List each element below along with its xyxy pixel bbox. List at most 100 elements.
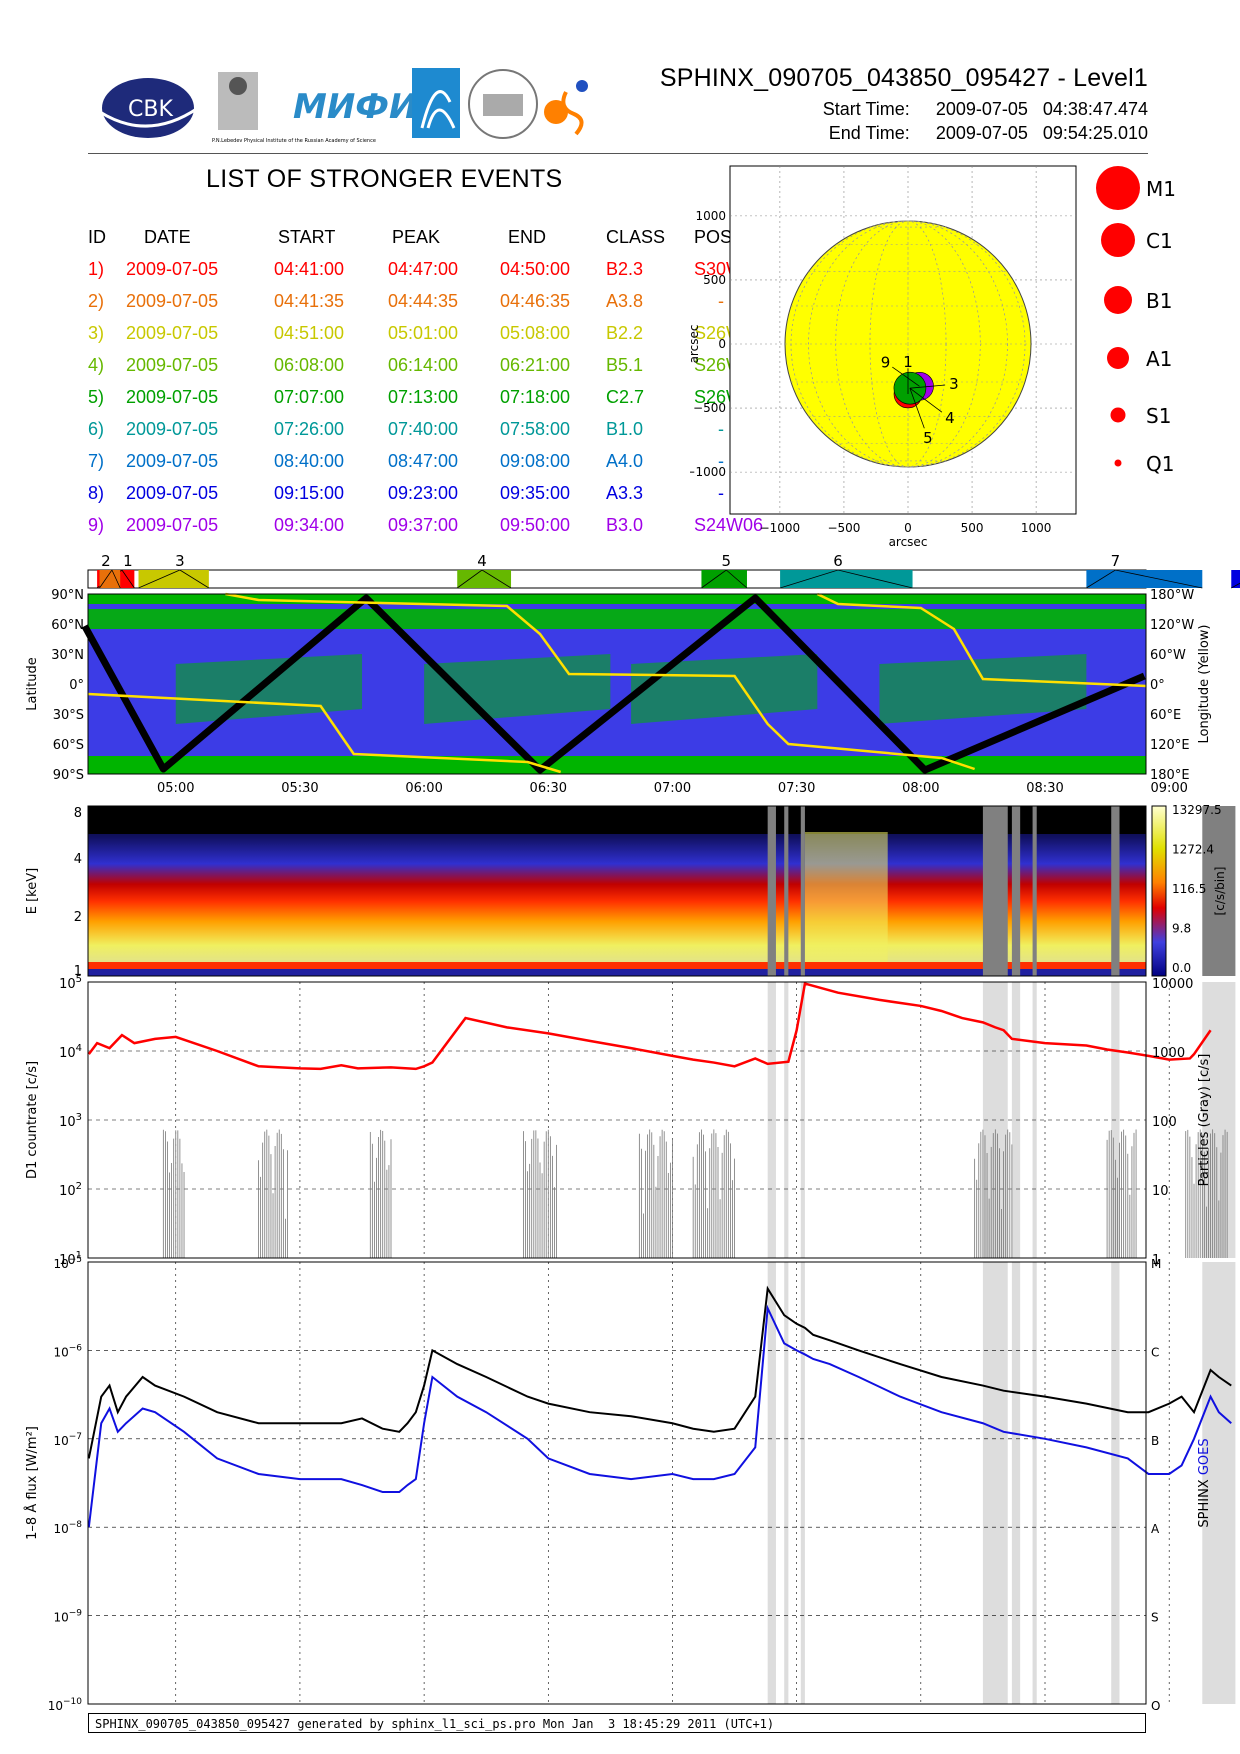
longitude-line [816,592,1147,688]
event-peak-cell: 07:13:00 [388,386,459,407]
spectrogram-colorbar [1151,805,1167,977]
event-end-cell: 09:08:00 [500,450,571,471]
event-class-cell: B5.1 [606,354,644,375]
flux-panel: 10−5 M 10−6 C 10−7 B 10−8 A 10−9 S 10−10 Q 1–8 Å flu… [24,1255,1236,1710]
sun-xlabel: arcsec [889,535,928,549]
lat-tick-right: 120°E [1150,738,1190,753]
event-peak-cell: 09:23:00 [388,482,459,503]
lat-time-label: 08:00 [902,781,939,796]
col-peak: PEAK [392,226,441,247]
class-legend-label: S1 [1146,404,1171,428]
event-row: 5) 2009-07-05 07:07:00 07:13:00 07:18:00 C2.7… [88,381,808,413]
colorbar-tick: 9.8 [1172,922,1191,936]
lat-ylabel: Latitude [25,657,40,711]
class-legend-marker [1104,286,1132,314]
event-id-cell: 2) [88,290,105,311]
spectrogram-low-channel [88,962,1146,969]
event-date-cell: 2009-07-05 [126,322,219,343]
logo-strip-graphic: CBK P.N.Lebedev Physical Institute of th… [99,68,588,144]
events-table: ID DATE START PEAK END CLASS POS 1) 2009-… [88,221,808,541]
event-class-cell: A3.8 [606,290,644,311]
event-bar-triangle [138,569,210,589]
start-time-value: 2009-07-05 04:38:47.474 [935,99,1148,119]
event-start-cell: 09:34:00 [274,514,345,535]
sphinx-flux-line [87,1285,1232,1459]
events-body: 1) 2009-07-05 04:41:00 04:47:00 04:50:00 B2.3… [88,253,808,541]
flux-class-tick: Q [1151,1699,1160,1710]
event-bar-segment [701,570,747,588]
class-legend-marker [1101,223,1135,257]
event-bar-triangle [456,569,512,589]
event-pos-cell: - [718,290,724,311]
col-date: DATE [144,226,191,247]
flux-gap-shade [1032,1262,1037,1704]
spectrogram-data-gap [1011,806,1021,976]
lat-time-label: 05:30 [281,781,318,796]
event-class-cell: B2.2 [606,322,644,343]
class-legend-marker [1107,347,1129,369]
cbk-logo-text: CBK [128,97,173,122]
goes-flux-line [87,1304,1232,1528]
event-bar-frame [87,569,1147,589]
lat-north-band [88,594,1146,604]
event-bar-triangle [1086,569,1203,589]
col-pos: POS [694,226,733,247]
event-peak-cell: 05:01:00 [388,322,459,343]
event-class-cell: A4.0 [606,450,644,471]
event-end-cell: 07:58:00 [500,418,571,439]
sun-xtick: 0 [904,521,912,535]
event-row: 8) 2009-07-05 09:15:00 09:23:00 09:35:00 A3.3… [88,477,808,509]
flux-gap-shade [1202,1262,1236,1704]
class-legend-label: M1 [1146,177,1176,201]
event-row: 1) 2009-07-05 04:41:00 04:47:00 04:50:00 B2.3… [88,253,808,285]
axis-tick-label: 103 [59,1112,82,1130]
lat-time-label: 07:00 [654,781,691,796]
d1-countrate-line [87,981,1212,1071]
axis-tick-label: 10−7 [53,1432,82,1448]
flux-gap-shade [982,1262,1008,1704]
event-id-cell: 8) [88,482,105,503]
axis-tick-label: 105 [59,974,82,992]
sun-marker-leader [909,388,925,429]
lat-tick-right: 180°W [1150,588,1194,603]
sun-xtick: −1000 [760,521,801,535]
event-bar-triangle [779,569,913,589]
event-pos-cell: S24W06 [694,514,764,535]
event-class-cell: C2.7 [606,386,645,407]
event-end-cell: 07:18:00 [500,386,571,407]
lat-green-patch [631,654,818,724]
end-time-row: End Time: 2009-07-05 09:54:25.010 [660,121,1148,145]
countrate-right-tick: 1000 [1152,1046,1185,1061]
countrate-frame [87,981,1147,1259]
flux-class-tick: A [1151,1522,1160,1536]
event-bar-label: 1 [123,552,133,570]
longitude-line [225,592,976,771]
event-pos-cell: - [718,482,724,503]
class-legend-label: A1 [1146,347,1172,371]
event-class-cell: B2.3 [606,258,644,279]
event-bar-segment [780,570,913,588]
sun-marker-label: 5 [923,429,933,447]
lat-time-label: 06:30 [530,781,567,796]
countrate-right-tick: 1 [1152,1253,1160,1268]
flux-gap-shade [1111,1262,1120,1704]
event-start-cell: 04:41:00 [274,258,345,279]
spectrogram-data-gap [800,806,805,976]
sun-xtick: 500 [961,521,984,535]
longitude-line [87,692,562,774]
spectrogram-data-gap [1202,806,1236,976]
spectrogram-ylabel: E [keV] [25,868,40,914]
flux-class-tick: B [1151,1434,1159,1448]
event-id-cell: 7) [88,450,105,471]
event-row: 9) 2009-07-05 09:34:00 09:37:00 09:50:00 B3.0… [88,509,808,541]
event-start-cell: 06:08:00 [274,354,345,375]
event-bar-segment [457,570,512,588]
event-id-cell: 9) [88,514,105,535]
class-legend-label: C1 [1146,229,1173,253]
colorbar-label: [c/s/bin] [1213,867,1227,916]
event-class-cell: A3.3 [606,482,644,503]
flux-class-tick: C [1151,1345,1159,1359]
header-divider [88,153,1148,154]
flux-ylabel: 1–8 Å flux [W/m²] [24,1426,40,1540]
event-peak-cell: 07:40:00 [388,418,459,439]
